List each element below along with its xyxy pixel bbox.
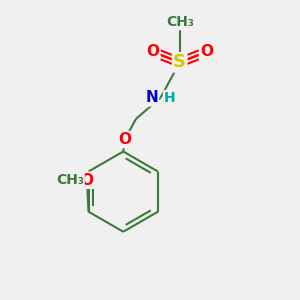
Text: N: N — [145, 91, 158, 106]
Text: CH₃: CH₃ — [166, 15, 194, 29]
Text: O: O — [200, 44, 213, 59]
Text: CH₃: CH₃ — [56, 173, 84, 187]
Text: S: S — [173, 53, 186, 71]
Text: O: O — [118, 132, 131, 147]
Text: H: H — [164, 91, 176, 105]
Text: O: O — [80, 173, 94, 188]
Text: O: O — [146, 44, 160, 59]
